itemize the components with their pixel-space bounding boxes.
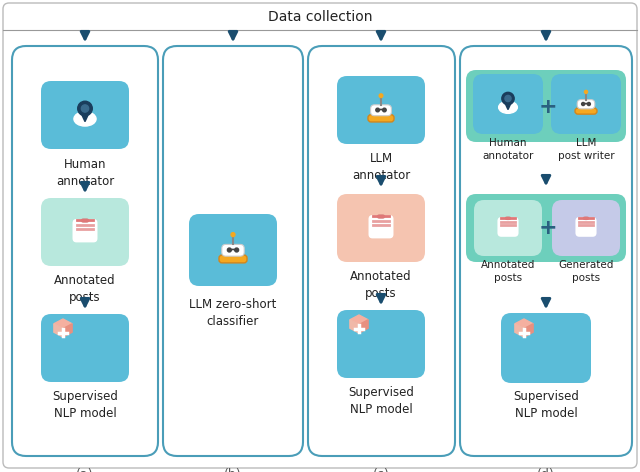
Text: Supervised
NLP model: Supervised NLP model [348,386,414,416]
FancyBboxPatch shape [376,214,386,219]
FancyBboxPatch shape [41,314,129,382]
Circle shape [502,93,514,105]
FancyBboxPatch shape [369,215,394,238]
FancyBboxPatch shape [575,217,596,237]
FancyBboxPatch shape [3,3,637,468]
FancyBboxPatch shape [473,74,543,134]
FancyBboxPatch shape [552,200,620,256]
FancyBboxPatch shape [497,217,518,237]
Polygon shape [63,324,72,337]
FancyBboxPatch shape [577,100,595,109]
Text: Annotated
posts: Annotated posts [350,270,412,300]
Text: +: + [539,218,557,238]
Circle shape [77,101,92,116]
Polygon shape [81,112,90,122]
Text: Supervised
NLP model: Supervised NLP model [52,390,118,420]
Circle shape [584,90,588,93]
Polygon shape [515,319,533,329]
FancyBboxPatch shape [337,76,425,144]
Text: (b): (b) [224,468,242,472]
Text: Supervised
NLP model: Supervised NLP model [513,390,579,420]
Circle shape [582,102,585,106]
Polygon shape [515,324,524,337]
FancyBboxPatch shape [582,217,590,220]
FancyBboxPatch shape [371,105,392,116]
Circle shape [231,233,235,236]
Text: Annotated
posts: Annotated posts [54,274,116,304]
Text: Data collection: Data collection [268,10,372,24]
Circle shape [81,105,88,112]
Text: +: + [539,97,557,117]
Ellipse shape [74,112,96,126]
Circle shape [588,102,590,106]
FancyBboxPatch shape [575,108,597,114]
Polygon shape [504,101,512,110]
FancyBboxPatch shape [337,310,425,378]
FancyBboxPatch shape [466,70,626,142]
FancyBboxPatch shape [189,214,277,286]
FancyBboxPatch shape [551,74,621,134]
Circle shape [379,94,383,98]
Text: (c): (c) [372,468,389,472]
FancyBboxPatch shape [163,46,303,456]
Polygon shape [524,324,533,337]
Polygon shape [54,319,72,329]
FancyBboxPatch shape [219,255,247,263]
Text: Annotated
posts: Annotated posts [481,260,535,283]
FancyBboxPatch shape [466,194,626,262]
Polygon shape [359,320,368,333]
Text: Human
annotator: Human annotator [483,138,534,161]
FancyBboxPatch shape [72,219,97,243]
Text: Human
annotator: Human annotator [56,158,114,188]
FancyBboxPatch shape [368,115,394,122]
Polygon shape [350,315,368,325]
FancyBboxPatch shape [460,46,632,456]
FancyBboxPatch shape [222,244,244,256]
FancyBboxPatch shape [308,46,455,456]
Text: LLM
annotator: LLM annotator [352,152,410,182]
Circle shape [227,248,231,252]
FancyBboxPatch shape [12,46,158,456]
FancyBboxPatch shape [41,198,129,266]
Text: LLM
post writer: LLM post writer [557,138,614,161]
Circle shape [505,95,511,101]
Text: Generated
posts: Generated posts [558,260,614,283]
FancyBboxPatch shape [41,81,129,149]
Polygon shape [54,324,63,337]
Polygon shape [350,320,359,333]
FancyBboxPatch shape [501,313,591,383]
FancyBboxPatch shape [474,200,542,256]
Circle shape [376,108,380,112]
Ellipse shape [499,101,517,113]
Text: (d): (d) [537,468,555,472]
Text: (a): (a) [76,468,93,472]
FancyBboxPatch shape [81,219,90,223]
Text: LLM zero-short
classifier: LLM zero-short classifier [189,298,276,328]
Circle shape [383,108,386,112]
FancyBboxPatch shape [337,194,425,262]
FancyBboxPatch shape [504,217,512,220]
Circle shape [235,248,239,252]
